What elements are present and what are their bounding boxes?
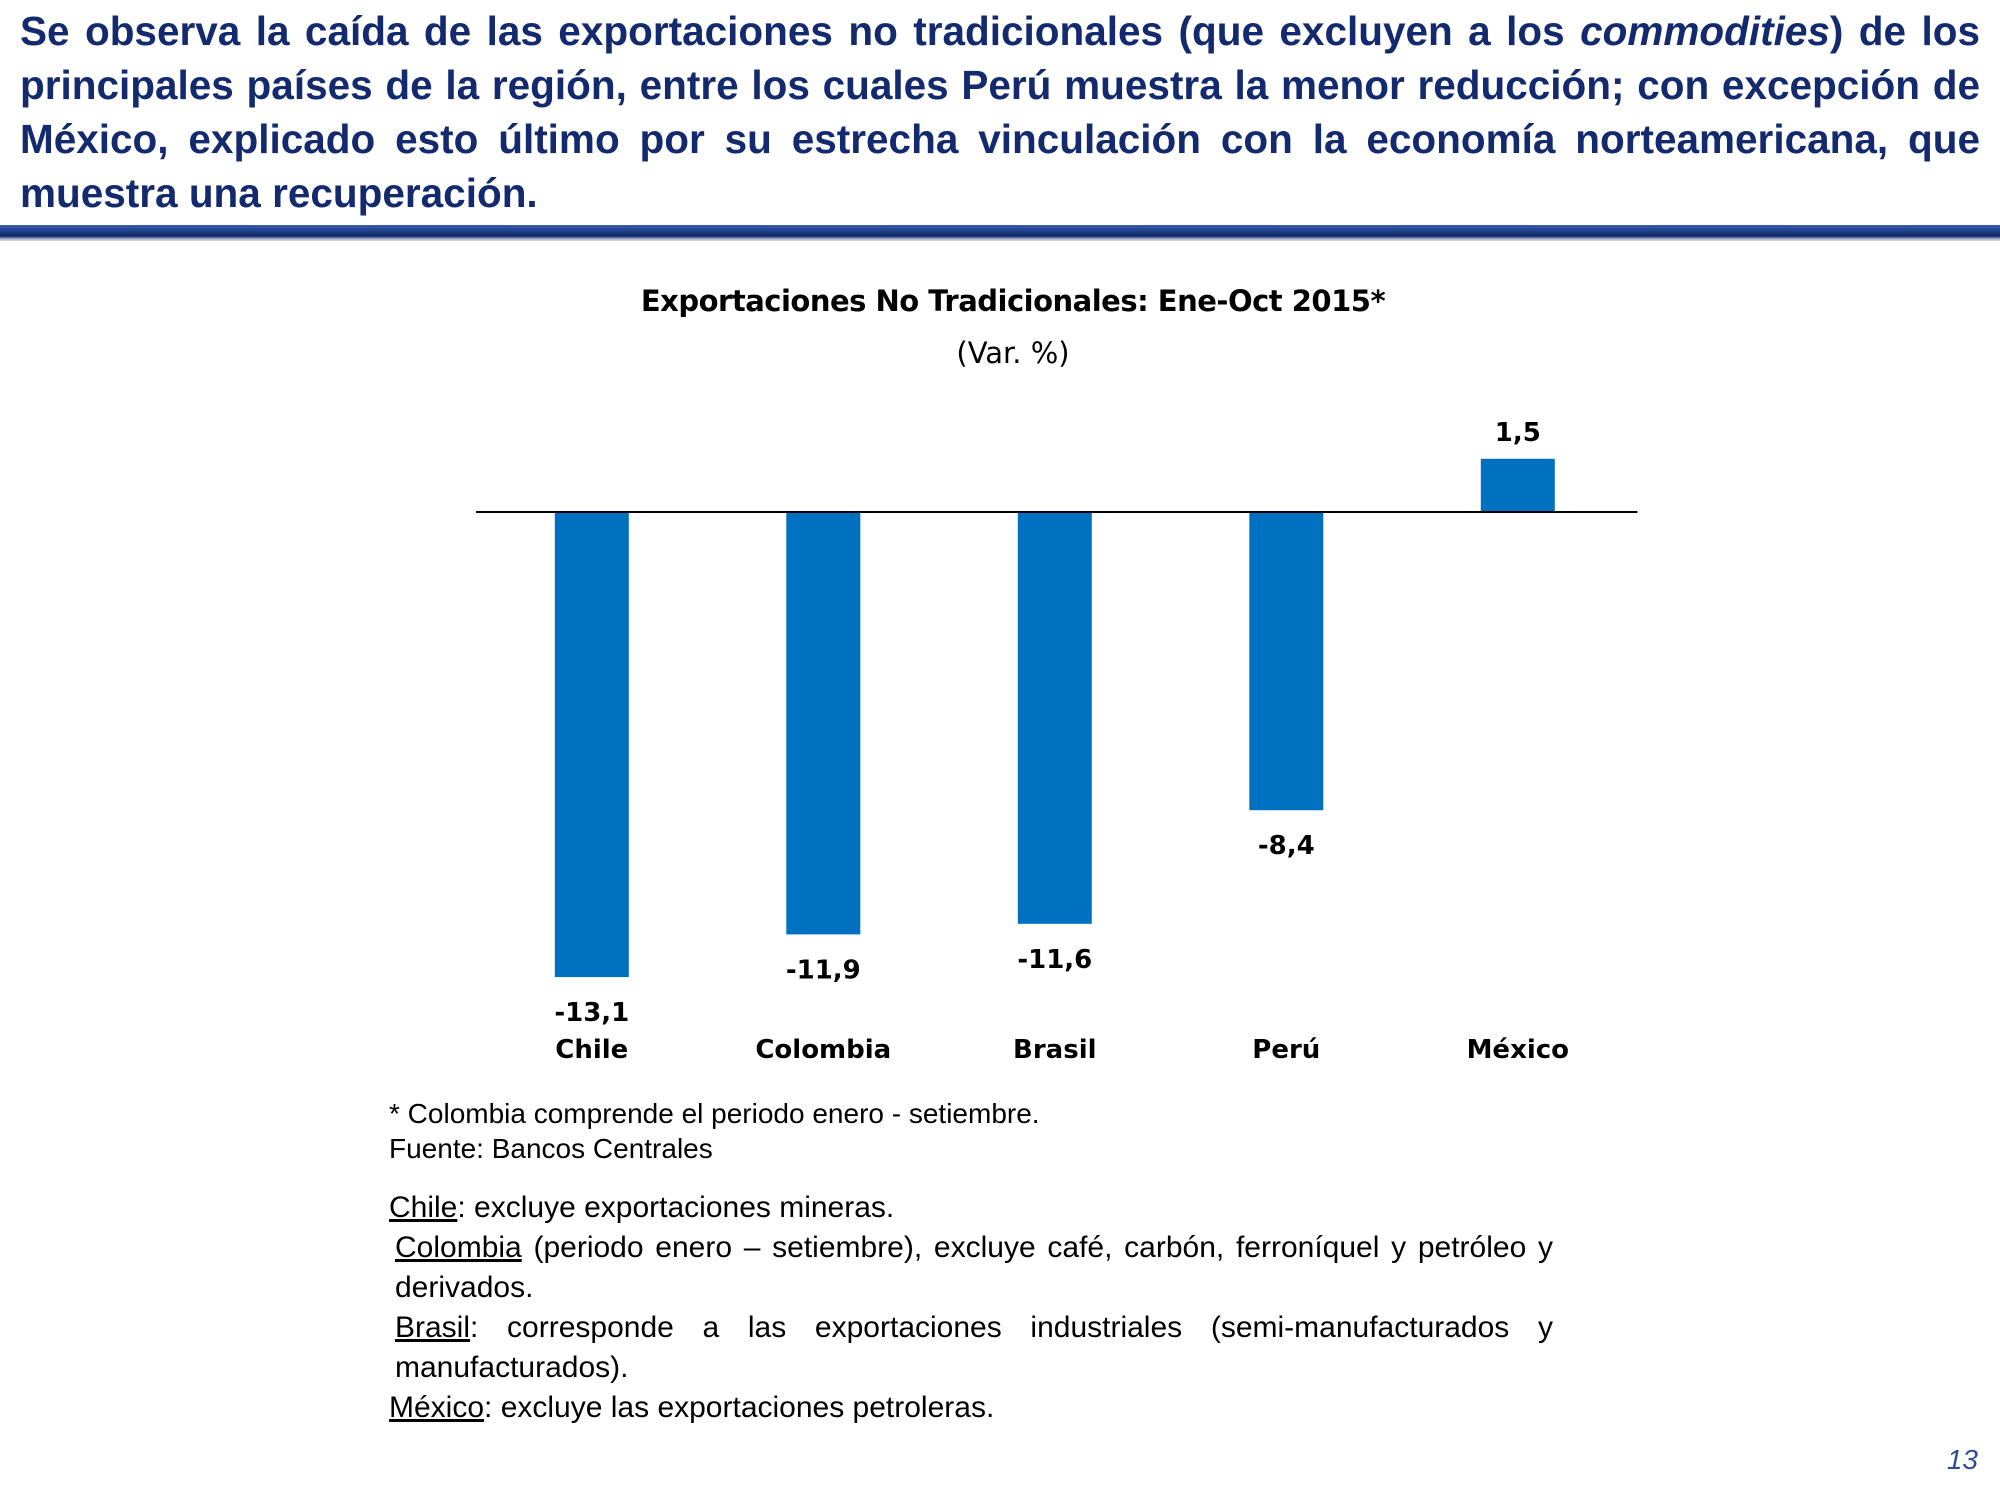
bar-0: [554, 512, 629, 978]
definition-country: Brasil: [395, 1311, 471, 1344]
chart-title: Exportaciones No Tradicionales: Ene-Oct …: [640, 284, 1386, 318]
definition-country: Chile: [389, 1191, 458, 1224]
headline-part-2: ) de los principales países de la región…: [20, 8, 1981, 216]
definition-text: (periodo enero – setiembre), excluye caf…: [395, 1231, 1553, 1304]
definition-text: : excluye las exportaciones petroleras.: [484, 1391, 995, 1424]
category-label: México: [1467, 1035, 1569, 1065]
data-label: -13,1: [554, 998, 629, 1028]
country-definitions: Chile: excluye exportaciones mineras. Co…: [389, 1188, 1553, 1428]
bar-1: [786, 512, 861, 935]
footnote: * Colombia comprende el periodo enero - …: [389, 1098, 1040, 1129]
definition-brasil: Brasil: corresponde a las exportaciones …: [389, 1308, 1553, 1388]
page-number: 13: [1946, 1444, 1978, 1475]
category-label: Colombia: [755, 1035, 891, 1065]
headline-emphasis: commodities: [1580, 8, 1830, 54]
chart-notes: * Colombia comprende el periodo enero - …: [389, 1096, 1559, 1166]
definition-chile: Chile: excluye exportaciones mineras.: [389, 1188, 1553, 1228]
category-label: Brasil: [1013, 1035, 1096, 1065]
header-divider: [0, 225, 2000, 241]
bar-2: [1017, 512, 1092, 924]
definition-country: Colombia: [395, 1231, 522, 1264]
bar-chart: -13,1 Chile -11,9 Colombia -11,6 Brasil -8,4 Pe…: [476, 418, 1638, 1065]
bar-3: [1249, 512, 1324, 811]
definition-text: : corresponde a las exportaciones indust…: [395, 1311, 1553, 1384]
data-label: -11,9: [786, 956, 861, 986]
chart-subtitle: (Var. %): [956, 336, 1070, 370]
category-label: Perú: [1252, 1035, 1320, 1065]
slide-headline: Se observa la caída de las exportaciones…: [20, 4, 1980, 220]
definition-mexico: México: excluye las exportaciones petrol…: [389, 1388, 1553, 1428]
source-note: Fuente: Bancos Centrales: [389, 1133, 713, 1164]
headline-part-1: Se observa la caída de las exportaciones…: [20, 8, 1581, 54]
data-label: -8,4: [1258, 831, 1315, 861]
definition-country: México: [389, 1391, 485, 1424]
definition-colombia: Colombia (periodo enero – setiembre), ex…: [389, 1228, 1553, 1308]
definition-text: : excluye exportaciones mineras.: [457, 1191, 895, 1224]
data-label: -11,6: [1017, 945, 1092, 975]
bar-4: [1480, 458, 1555, 513]
data-label: 1,5: [1495, 418, 1541, 448]
category-label: Chile: [555, 1035, 628, 1065]
